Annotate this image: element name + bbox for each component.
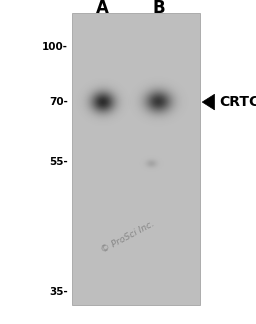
Bar: [72, 13, 200, 305]
Polygon shape: [202, 94, 215, 110]
Text: © ProSci Inc.: © ProSci Inc.: [100, 219, 156, 254]
Text: 70-: 70-: [49, 97, 68, 107]
Text: 35-: 35-: [49, 287, 68, 296]
Text: B: B: [152, 0, 165, 17]
Text: CRTC2: CRTC2: [220, 95, 256, 109]
Text: A: A: [96, 0, 109, 17]
Text: 100-: 100-: [42, 42, 68, 52]
Text: 55-: 55-: [49, 157, 68, 167]
